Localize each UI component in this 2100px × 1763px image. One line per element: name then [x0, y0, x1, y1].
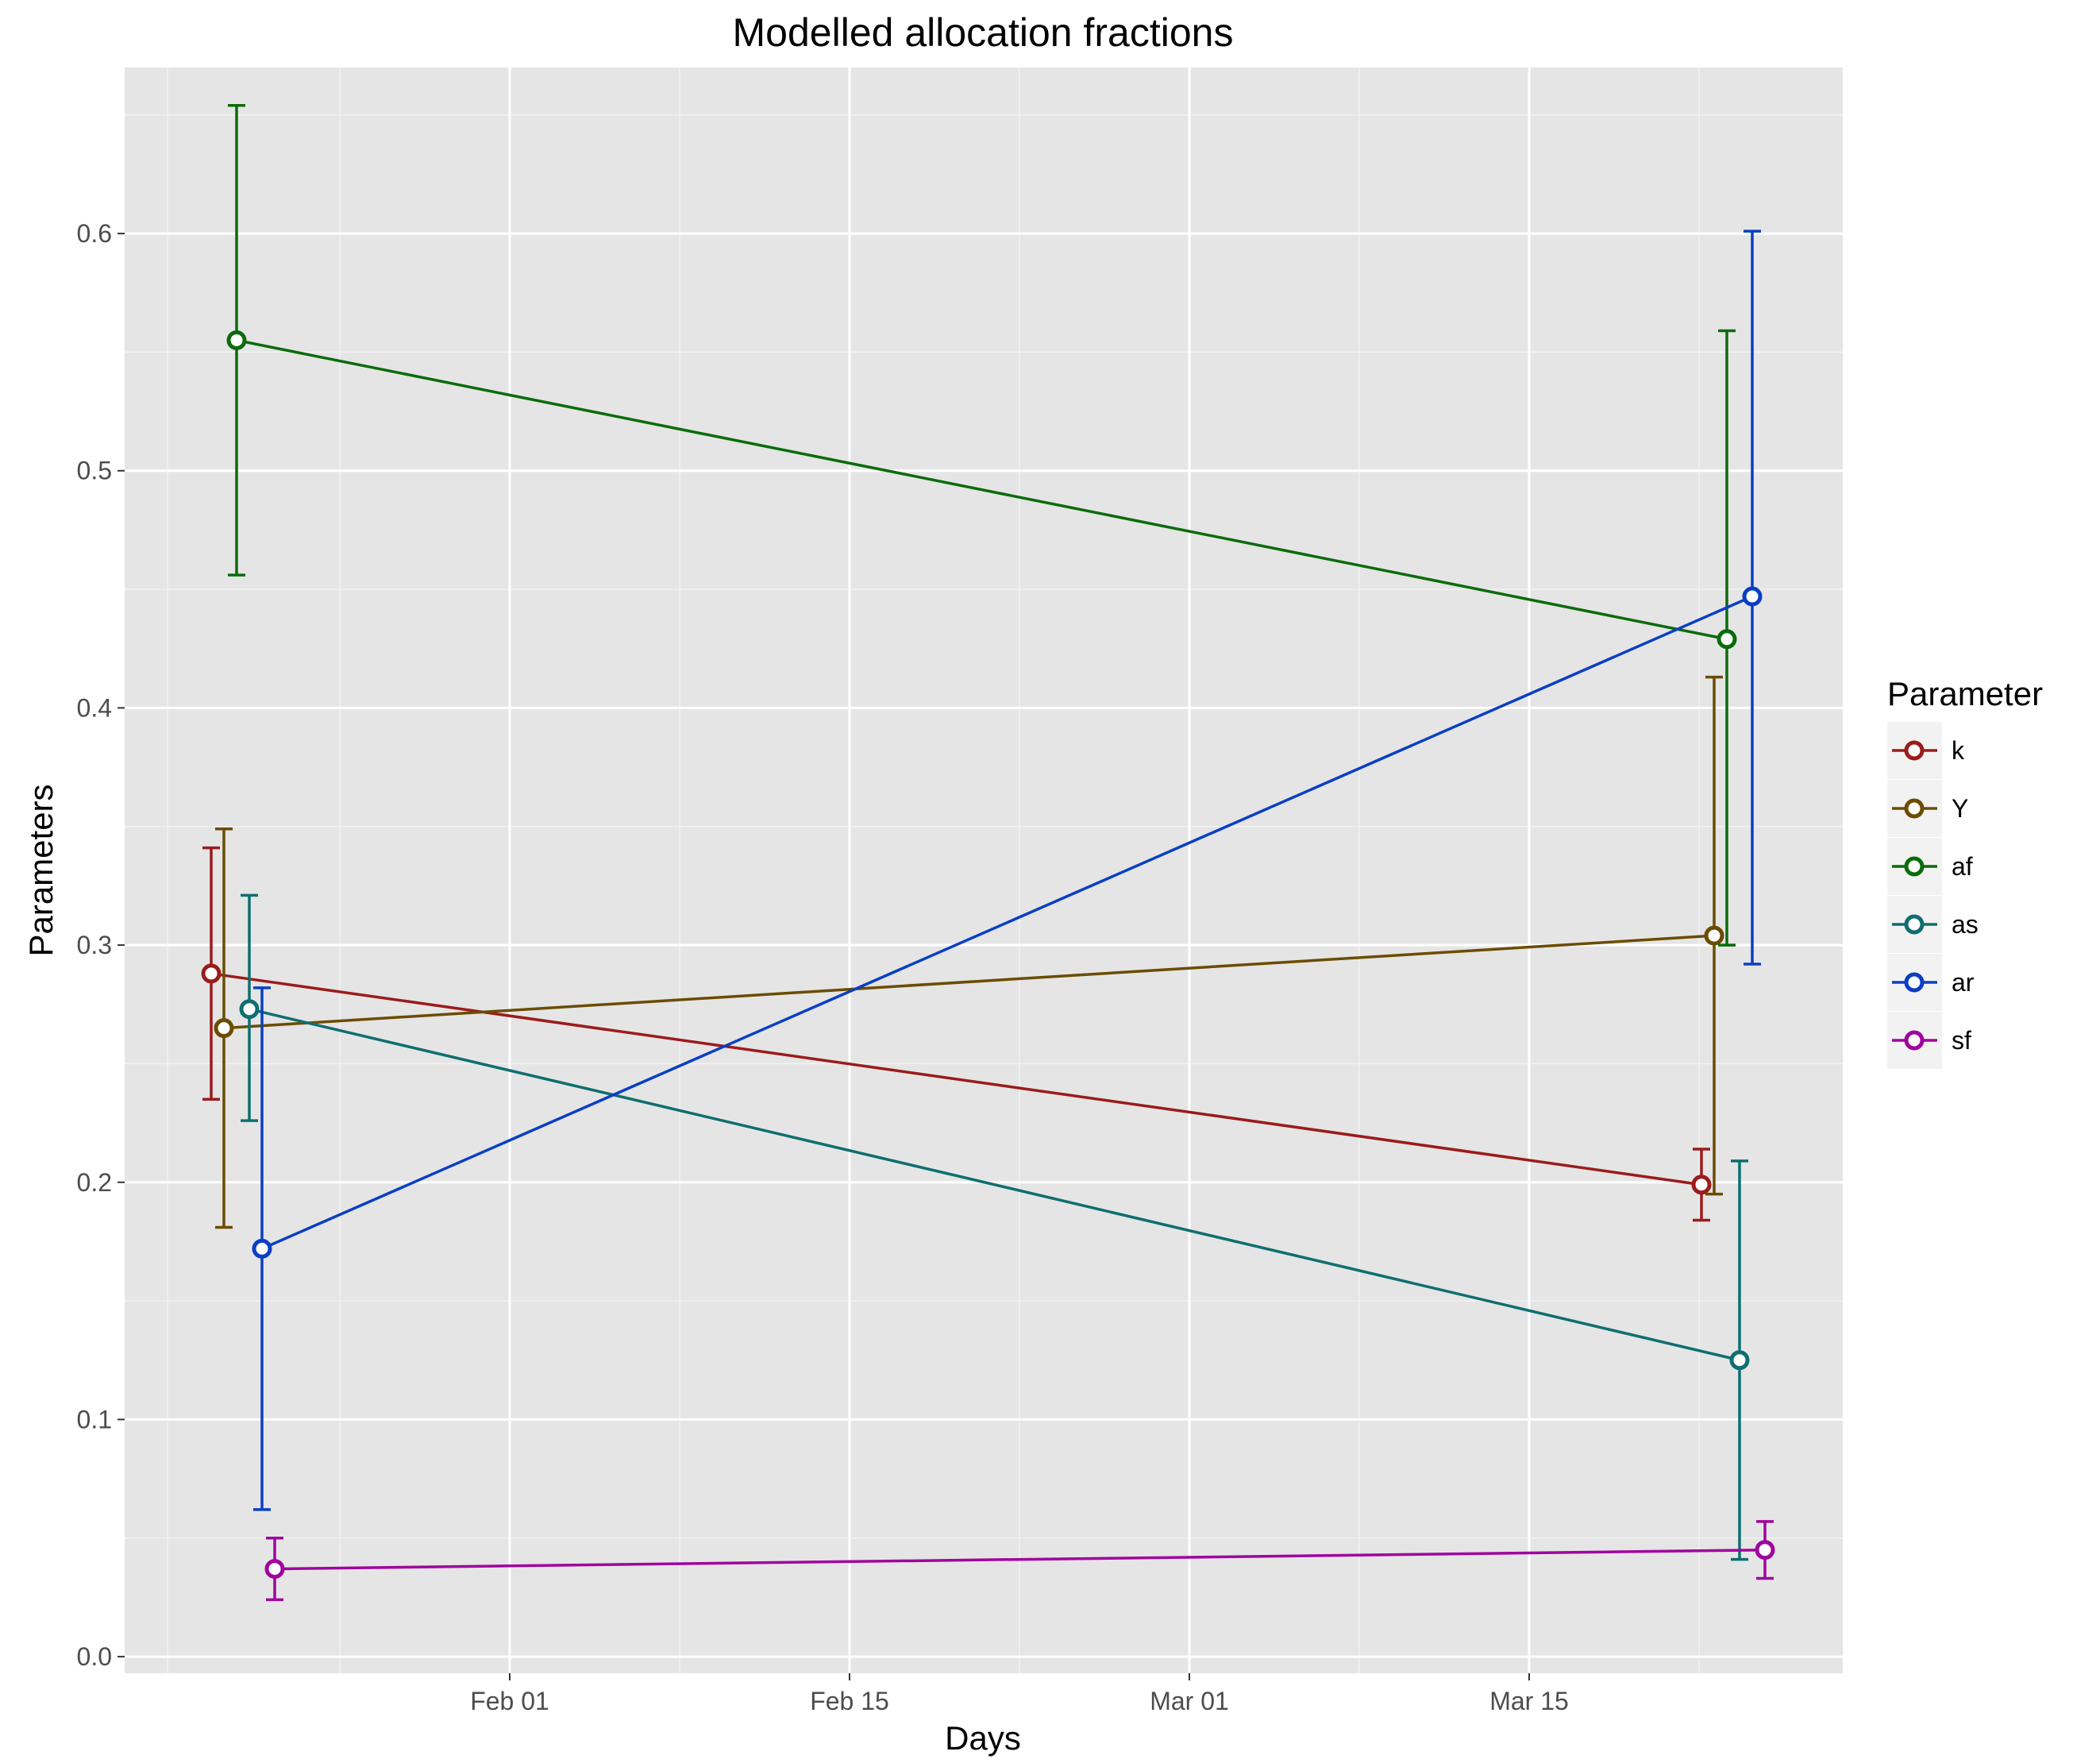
legend-item-as: as	[1887, 896, 1979, 953]
series-line-Y	[223, 934, 1715, 1030]
x-axis: Feb 01 Feb 15 Mar 01 Mar 15	[470, 1673, 1569, 1715]
data-point-as	[239, 999, 260, 1020]
legend-label: sf	[1952, 1026, 1971, 1055]
data-point-sf	[1755, 1540, 1775, 1560]
series-line-af	[236, 338, 1728, 641]
legend-label: af	[1952, 852, 1973, 881]
legend-item-sf: sf	[1887, 1012, 1971, 1069]
grid	[125, 68, 1843, 1673]
data-point-k	[1691, 1175, 1712, 1195]
y-axis-title: Parameters	[22, 784, 60, 956]
series-line-ar	[261, 595, 1753, 1250]
y-tick-label: 0.0	[77, 1642, 112, 1671]
series-Y	[214, 675, 1724, 1229]
x-axis-title: Days	[945, 1719, 1021, 1757]
legend-item-af: af	[1887, 838, 1973, 895]
series-line-sf	[274, 1548, 1766, 1571]
y-tick-label: 0.2	[77, 1168, 112, 1197]
legend-label: ar	[1952, 968, 1975, 997]
series-ar	[252, 230, 1763, 1511]
legend-label: as	[1952, 910, 1979, 939]
data-point-Y	[1704, 925, 1724, 946]
legend-item-ar: ar	[1887, 954, 1975, 1011]
y-tick-label: 0.6	[77, 219, 112, 248]
legend-key-point	[1904, 1030, 1925, 1051]
legend-key-point	[1904, 914, 1925, 935]
chart-title: Modelled allocation fractions	[733, 10, 1234, 55]
x-tick-label: Mar 15	[1489, 1687, 1569, 1715]
data-point-af	[1717, 629, 1737, 650]
legend-label: Y	[1952, 794, 1968, 823]
x-tick-label: Mar 01	[1150, 1687, 1229, 1715]
y-axis: 0.0 0.1 0.2 0.3 0.4 0.5 0.6	[77, 219, 125, 1671]
legend-item-k: k	[1887, 722, 1965, 779]
legend-title: Parameter	[1887, 675, 2043, 712]
x-tick-label: Feb 01	[470, 1687, 549, 1715]
series-af	[226, 104, 1737, 947]
legend-key-point	[1904, 972, 1925, 993]
legend-key-point	[1904, 798, 1925, 819]
data-point-ar	[252, 1238, 272, 1259]
data-point-af	[226, 330, 247, 350]
data-point-k	[201, 963, 222, 984]
y-tick-label: 0.4	[77, 693, 112, 722]
legend-label: k	[1952, 736, 1965, 765]
y-tick-label: 0.5	[77, 457, 112, 485]
data-point-sf	[264, 1559, 285, 1580]
series-sf	[264, 1520, 1775, 1602]
legend-key-point	[1904, 740, 1925, 761]
y-tick-label: 0.1	[77, 1405, 112, 1433]
data-point-ar	[1742, 586, 1763, 607]
series-line-as	[249, 1008, 1740, 1362]
x-tick-label: Feb 15	[810, 1687, 889, 1715]
data-point-as	[1729, 1350, 1750, 1371]
series-as	[239, 893, 1750, 1561]
y-tick-label: 0.3	[77, 931, 112, 959]
legend-key-point	[1904, 856, 1925, 877]
series-layer	[201, 104, 1775, 1602]
data-point-Y	[214, 1018, 234, 1039]
legend-item-Y: Y	[1887, 780, 1968, 837]
series-k	[201, 846, 1712, 1222]
plot-panel	[125, 68, 1843, 1673]
series-line-k	[210, 972, 1702, 1186]
